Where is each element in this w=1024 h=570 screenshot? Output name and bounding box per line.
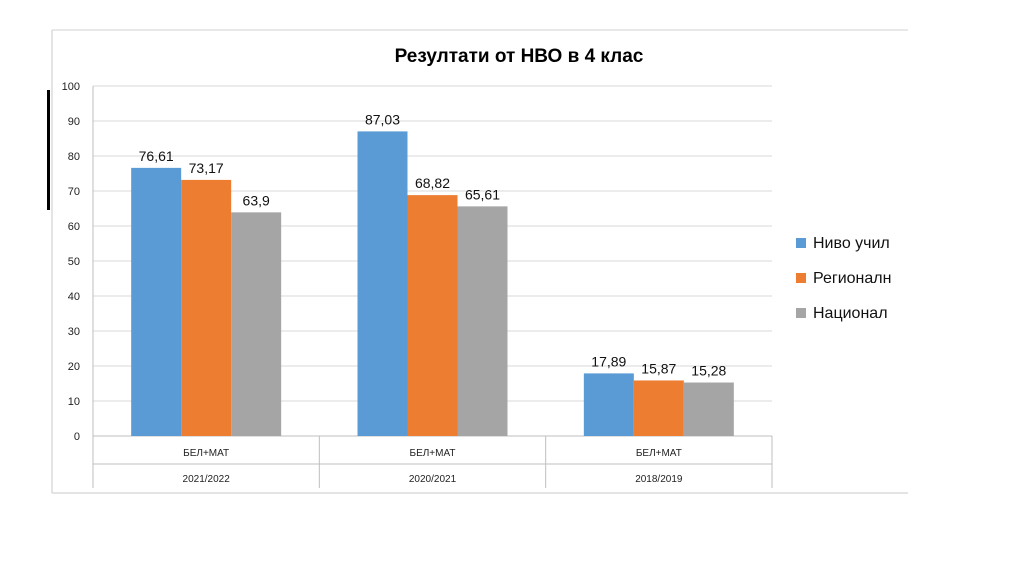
- legend-entry: Ниво учил: [813, 235, 890, 252]
- data-label: 17,89: [591, 353, 626, 369]
- data-label: 87,03: [365, 111, 400, 127]
- y-tick-label: 80: [68, 151, 80, 163]
- bar: [583, 373, 634, 436]
- x-group-label: 2021/2022: [183, 474, 231, 485]
- legend-swatch: [796, 308, 806, 318]
- y-tick-label: 40: [68, 291, 80, 303]
- y-tick-label: 70: [68, 186, 80, 198]
- bar: [231, 212, 282, 436]
- bar: [357, 131, 408, 436]
- x-group-label: 2020/2021: [409, 474, 457, 485]
- y-tick-label: 20: [68, 361, 80, 373]
- bar: [181, 179, 232, 436]
- x-category-label: БЕЛ+МАТ: [636, 448, 682, 459]
- legend-entry: Регионалн: [813, 270, 891, 287]
- data-labels: 76,61 73,17 63,9 87,03 68,82 65,61 17,89 15,87 1…: [139, 111, 727, 378]
- y-tick-label: 30: [68, 326, 80, 338]
- y-tick-label: 90: [68, 116, 80, 128]
- legend-swatch: [796, 238, 806, 248]
- bar: [131, 167, 182, 437]
- legend-mask: [908, 230, 948, 340]
- data-label: 68,82: [415, 175, 450, 191]
- y-tick-label: 0: [74, 431, 80, 443]
- legend-entry: Национал: [813, 305, 888, 322]
- y-axis: 0 10 20 30 40 50 60 70 80 90 100: [62, 81, 772, 488]
- bar: [633, 380, 684, 436]
- x-category-label: БЕЛ+МАТ: [183, 448, 229, 459]
- x-group-label: 2018/2019: [635, 474, 683, 485]
- x-category-label: БЕЛ+МАТ: [410, 448, 456, 459]
- data-label: 65,61: [465, 186, 500, 202]
- y-tick-label: 60: [68, 221, 80, 233]
- bar: [457, 206, 508, 436]
- x-axis: БЕЛ+МАТ 2021/2022 БЕЛ+МАТ 2020/2021 БЕЛ+МАТ 2…: [93, 436, 773, 488]
- data-label: 76,61: [139, 148, 174, 164]
- y-tick-label: 50: [68, 256, 80, 268]
- bar: [407, 195, 458, 436]
- y-tick-label: 100: [62, 81, 80, 93]
- chart-title: Резултати от НВО в 4 клас: [395, 46, 644, 67]
- data-label: 73,17: [189, 160, 224, 176]
- bar: [683, 382, 734, 436]
- data-label: 15,28: [691, 363, 726, 379]
- data-label: 15,87: [641, 360, 676, 376]
- data-label: 63,9: [243, 192, 270, 208]
- left-accent-bar: [47, 90, 50, 210]
- legend-swatch: [796, 273, 806, 283]
- y-tick-label: 10: [68, 396, 80, 408]
- legend: Ниво учил Регионалн Национал: [796, 230, 948, 340]
- bars: [131, 131, 734, 437]
